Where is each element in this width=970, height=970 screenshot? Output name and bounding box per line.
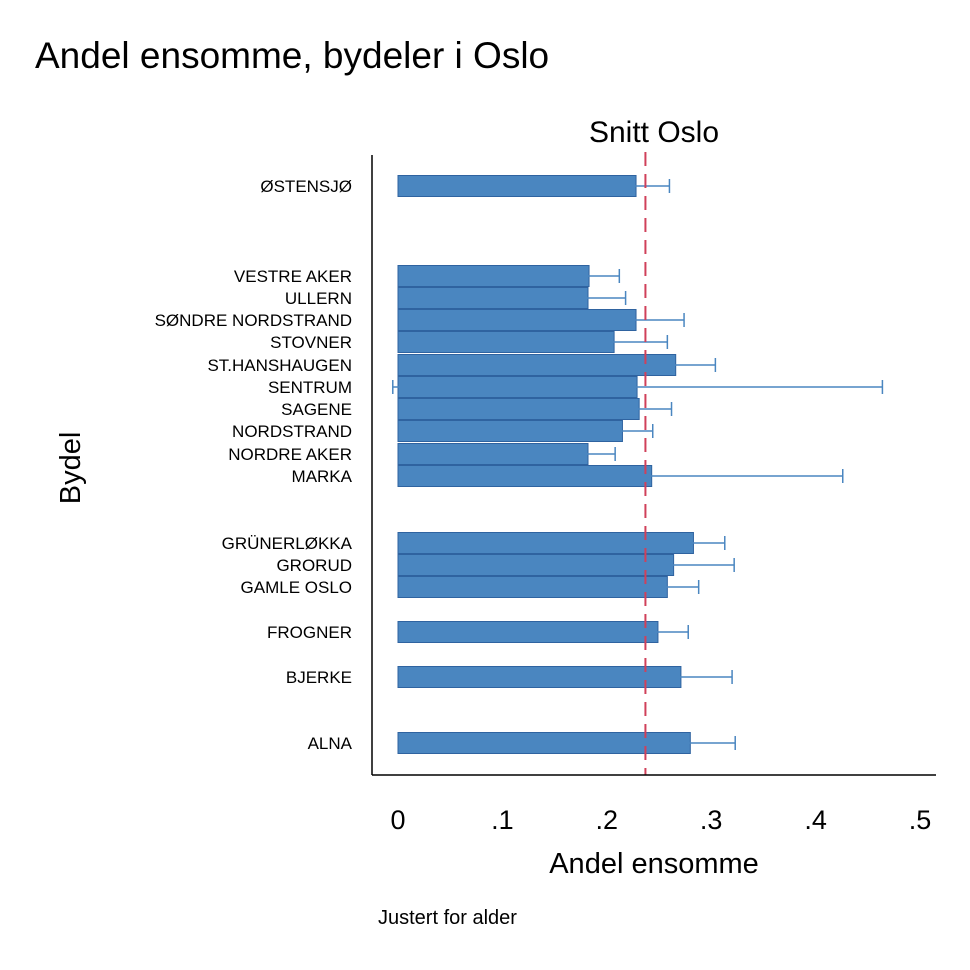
errorbar-frogner (627, 625, 689, 639)
category-label: MARKA (292, 467, 353, 486)
errorbar-østensjø (603, 179, 671, 193)
x-tick-labels: 0 .1 .2 .3 .4 .5 (390, 805, 931, 835)
category-label: ØSTENSJØ (260, 177, 352, 196)
errorbar-nordstrand (591, 424, 654, 438)
errorbar-sentrum (392, 380, 884, 394)
category-label: NORDSTRAND (232, 422, 352, 441)
bar-frogner (397, 621, 659, 643)
bar-sagene (397, 398, 640, 420)
x-tick-label: .2 (596, 805, 619, 835)
errorbar-grorud (614, 558, 735, 572)
bars-group (397, 175, 694, 754)
category-label: FROGNER (267, 623, 352, 642)
category-label: ST.HANSHAUGEN (207, 356, 352, 375)
errorbar-stovner (560, 335, 669, 349)
category-label: ULLERN (285, 289, 352, 308)
errorbar-bjerke (630, 670, 733, 684)
errorbar-st-hanshaugen (634, 358, 717, 372)
category-label: SENTRUM (268, 378, 352, 397)
category-label: STOVNER (270, 333, 352, 352)
errorbar-ullern (549, 291, 627, 305)
chart-title: Andel ensomme, bydeler i Oslo (35, 35, 549, 76)
errorbar-nordre-aker (560, 447, 616, 461)
bar-gamle-oslo (397, 576, 668, 598)
errorbar-marka (459, 469, 844, 483)
bar-østensjø (397, 175, 637, 197)
errorbar-sagene (606, 402, 673, 416)
bar-nordre-aker (397, 443, 589, 465)
x-tick-label: .1 (491, 805, 514, 835)
errorbar-søndre-nordstrand (586, 313, 685, 327)
category-label: GRÜNERLØKKA (222, 534, 353, 553)
chart-note: Justert for alder (378, 907, 517, 929)
category-label: GAMLE OSLO (241, 578, 352, 597)
category-label: SØNDRE NORDSTRAND (155, 311, 352, 330)
bar-grünerløkka (397, 532, 694, 554)
x-tick-label: .3 (700, 805, 723, 835)
category-label: BJERKE (286, 668, 352, 687)
category-label: NORDRE AKER (228, 445, 352, 464)
x-tick-label: 0 (390, 805, 405, 835)
x-tick-label: .5 (909, 805, 932, 835)
y-axis-title: Bydel (55, 432, 87, 505)
bar-st-hanshaugen (397, 354, 677, 376)
x-axis-title: Andel ensomme (549, 848, 759, 880)
x-tick-label: .4 (804, 805, 827, 835)
category-label: ALNA (308, 734, 353, 753)
category-label: VESTRE AKER (234, 267, 352, 286)
reference-line-label: Snitt Oslo (589, 116, 719, 149)
category-label: SAGENE (281, 400, 352, 419)
errorbars-group (392, 179, 884, 750)
errorbar-gamle-oslo (636, 580, 700, 594)
errorbar-vestre-aker (560, 269, 621, 283)
category-label: GRORUD (276, 556, 352, 575)
category-labels: ØSTENSJØ VESTRE AKER ULLERN SØNDRE NORDSTRA… (155, 177, 353, 753)
bar-nordstrand (397, 420, 623, 442)
errorbar-grünerløkka (661, 536, 726, 550)
